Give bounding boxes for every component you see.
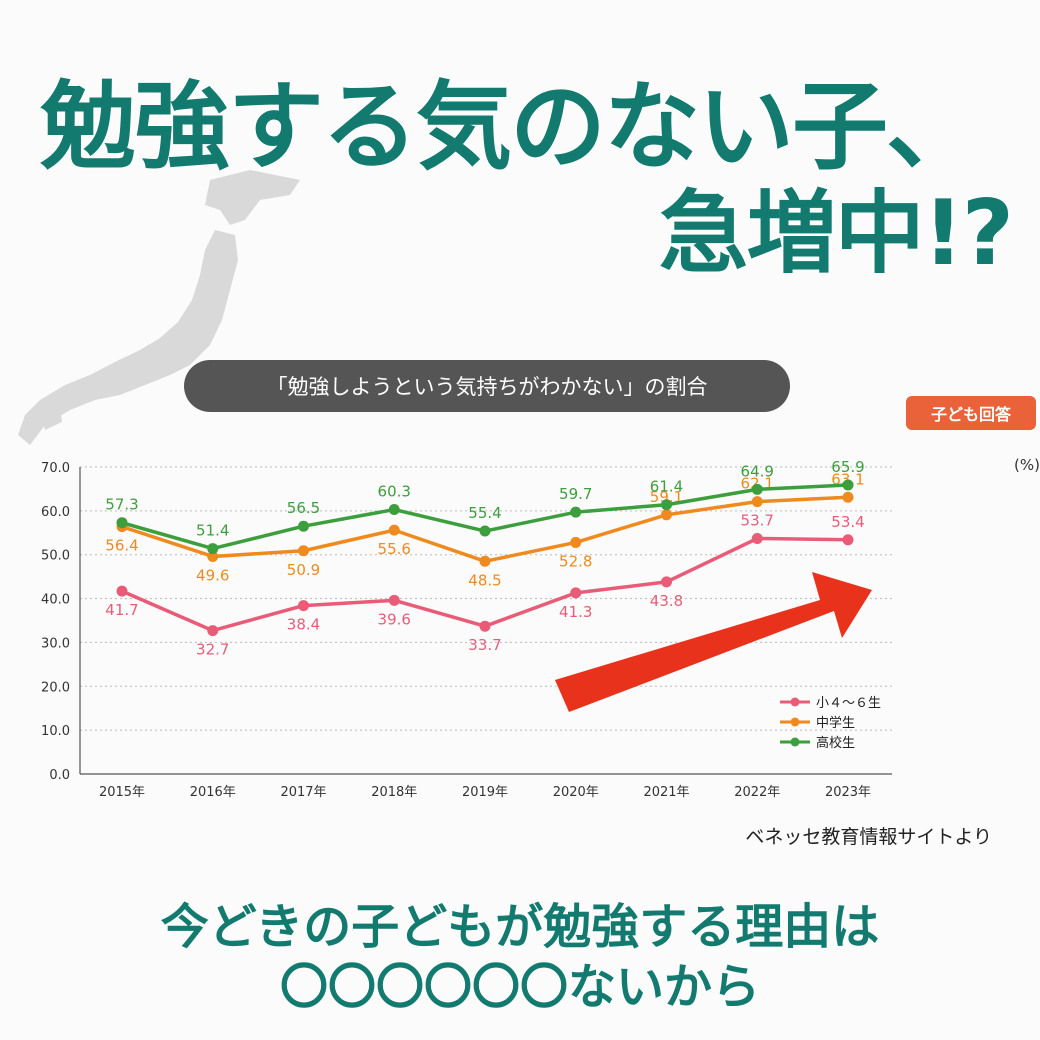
- x-axis: 2015年 2016年 2017年 2018年 2019年 2020年 2021年 2022年…: [80, 773, 892, 800]
- series-0: 41.7 32.7 38.4 39.6 33.7 41.3 43.8 53.7 53.4: [105, 511, 864, 658]
- data-point: [207, 543, 219, 555]
- headline-line-1: 勉強する気のない子、: [40, 71, 982, 183]
- series-2: 57.3 51.4 56.5 60.3 55.4 59.7 61.4 64.9 65.9: [105, 458, 865, 555]
- trend-arrow-icon: [555, 572, 872, 712]
- legend-marker: [790, 737, 800, 747]
- data-point: [298, 600, 309, 612]
- data-label: 55.6: [378, 540, 411, 558]
- data-point: [842, 534, 854, 546]
- respondent-badge: 子ども回答: [906, 396, 1036, 430]
- headline-line-2: 急増中!?: [658, 181, 1014, 286]
- data-point: [388, 504, 400, 516]
- data-label: 56.5: [287, 499, 320, 517]
- y-tick-label: 60.0: [41, 505, 70, 520]
- data-point: [116, 517, 128, 529]
- x-tick-label: 2022年: [734, 785, 780, 800]
- data-point: [751, 532, 763, 544]
- legend-marker: [790, 697, 800, 707]
- legend-label: 高校生: [816, 735, 855, 751]
- data-label: 55.4: [468, 504, 501, 522]
- data-label: 32.7: [196, 641, 229, 659]
- x-tick-label: 2019年: [462, 785, 508, 800]
- y-tick-label: 20.0: [41, 680, 70, 695]
- data-label: 41.3: [559, 603, 592, 621]
- data-label: 33.7: [468, 636, 501, 654]
- data-label: 56.4: [105, 537, 138, 555]
- data-point: [751, 496, 763, 508]
- data-label: 51.4: [196, 522, 229, 540]
- legend-marker: [790, 717, 800, 727]
- line-chart: 0.010.020.030.040.050.060.070.0 2015年 201…: [41, 458, 892, 800]
- data-label: 53.7: [741, 511, 774, 529]
- data-point: [479, 525, 491, 537]
- data-label: 59.1: [650, 488, 683, 506]
- data-label: 59.7: [559, 485, 592, 503]
- data-point: [570, 587, 582, 599]
- y-tick-label: 70.0: [41, 461, 70, 476]
- data-label: 49.6: [196, 566, 229, 584]
- data-point: [298, 520, 309, 532]
- y-tick-label: 30.0: [41, 636, 70, 651]
- unit-label: (%): [1014, 456, 1040, 474]
- data-label: 60.3: [378, 483, 411, 501]
- data-point: [116, 585, 128, 597]
- data-label: 53.4: [831, 513, 864, 531]
- data-point: [842, 491, 854, 503]
- x-tick-label: 2020年: [553, 785, 599, 800]
- data-label: 38.4: [287, 616, 320, 634]
- data-label: 50.9: [287, 561, 320, 579]
- bottom-text-line-2: 〇〇〇〇〇〇ないから: [279, 959, 760, 1015]
- data-label: 57.3: [105, 496, 138, 514]
- data-point: [661, 509, 672, 521]
- y-axis: 0.0 10.0 20.0 30.0 40.0 50.0 60.0 70.0: [41, 461, 81, 783]
- x-tick-label: 2017年: [280, 785, 326, 800]
- data-point: [207, 550, 219, 562]
- data-label: 64.9: [741, 462, 774, 480]
- y-tick-label: 10.0: [41, 724, 70, 739]
- data-label: 48.5: [468, 571, 501, 589]
- x-tick-label: 2018年: [371, 785, 417, 800]
- source-note: ベネッセ教育情報サイトより: [745, 826, 992, 848]
- data-point: [842, 479, 854, 491]
- data-label: 65.9: [831, 458, 864, 476]
- data-label: 43.8: [650, 592, 683, 610]
- x-tick-label: 2021年: [643, 785, 689, 800]
- y-tick-label: 0.0: [49, 768, 70, 783]
- chart-title: 「勉強しようという気持ちがわかない」の割合: [184, 360, 790, 412]
- x-tick-label: 2016年: [190, 785, 236, 800]
- data-point: [298, 545, 309, 557]
- x-tick-label: 2023年: [825, 785, 871, 800]
- data-point: [570, 506, 582, 518]
- x-tick-label: 2015年: [99, 785, 145, 800]
- y-tick-label: 40.0: [41, 593, 70, 608]
- japan-map-icon: [18, 170, 300, 445]
- data-point: [661, 499, 672, 511]
- data-label: 39.6: [378, 610, 411, 628]
- data-label: 41.7: [105, 601, 138, 619]
- y-tick-label: 50.0: [41, 549, 70, 564]
- legend-label: 中学生: [816, 715, 855, 731]
- bottom-text-line-1: 今どきの子どもが勉強する理由は: [160, 899, 880, 955]
- data-point: [388, 524, 400, 536]
- data-point: [661, 576, 672, 588]
- data-point: [388, 594, 400, 606]
- data-point: [479, 620, 491, 632]
- data-label: 52.8: [559, 552, 592, 570]
- data-point: [570, 536, 582, 548]
- data-point: [479, 555, 491, 567]
- legend-label: 小４～６生: [816, 696, 881, 711]
- chart-series: 41.7 32.7 38.4 39.6 33.7 41.3 43.8 53.7 53.4 56.4…: [105, 458, 864, 659]
- data-point: [207, 625, 219, 637]
- data-label: 61.4: [650, 478, 683, 496]
- data-point: [751, 483, 763, 495]
- chart-grid: [80, 466, 892, 731]
